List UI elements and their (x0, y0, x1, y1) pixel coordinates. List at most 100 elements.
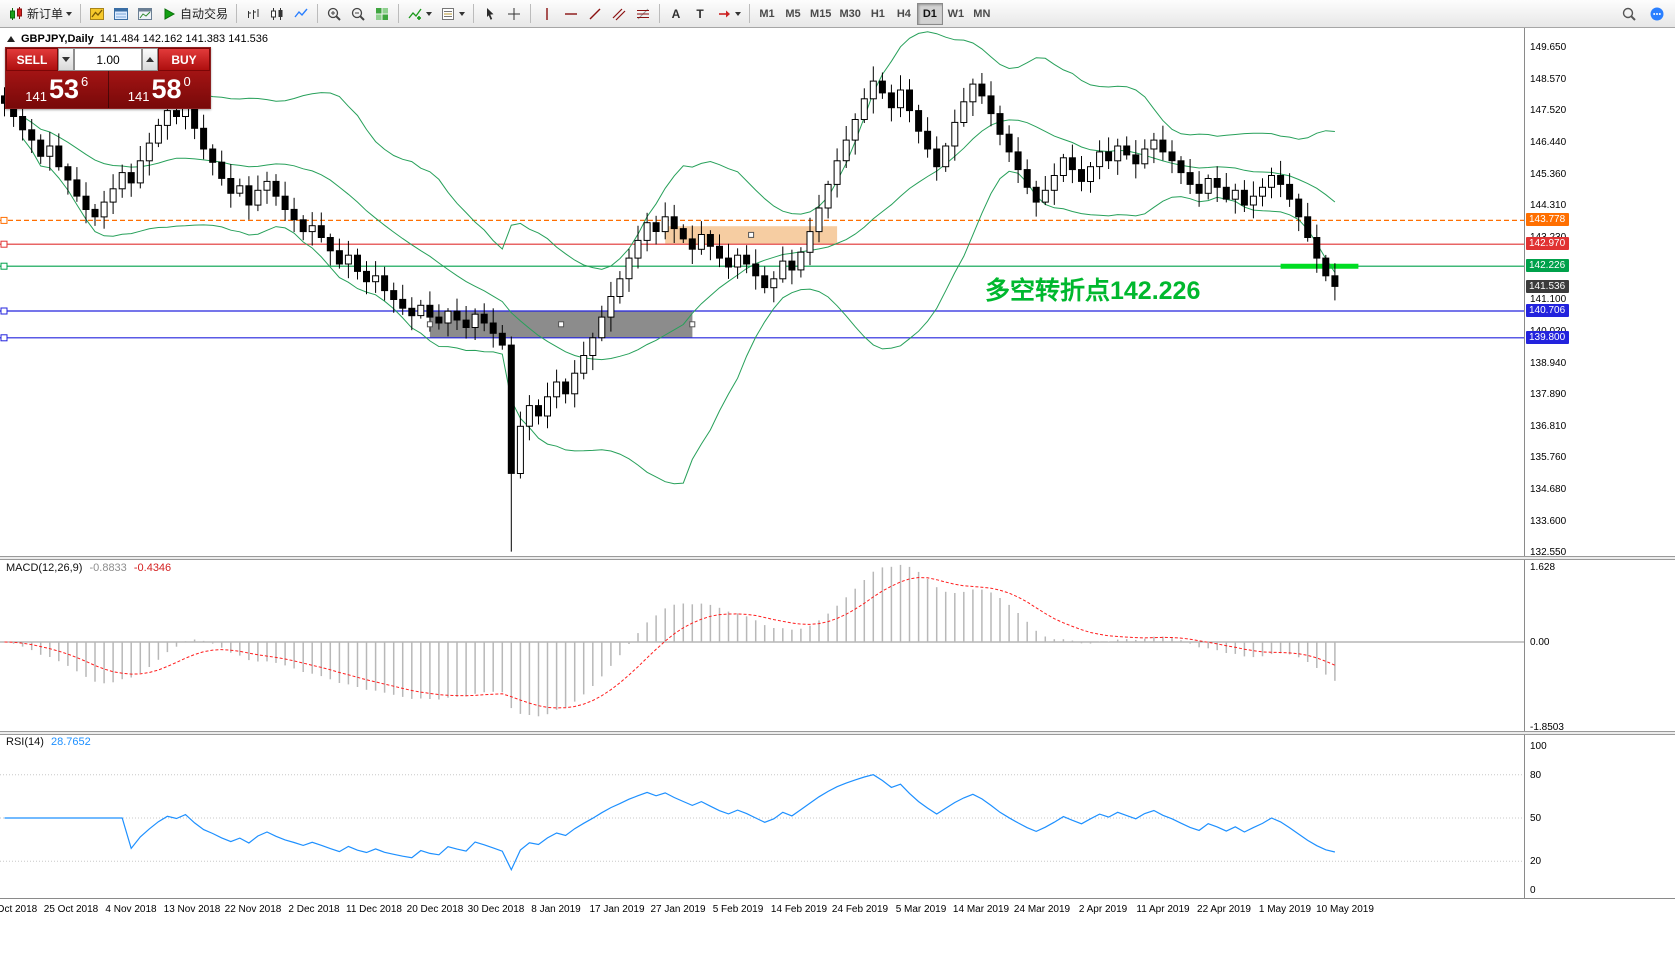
rsi-splitter[interactable] (0, 731, 1675, 735)
timeframe-w1-button[interactable]: W1 (943, 3, 969, 25)
svg-text:T: T (696, 7, 704, 21)
templates-button[interactable] (436, 3, 469, 25)
volume-increase-button[interactable] (142, 48, 158, 71)
macd-splitter[interactable] (0, 556, 1675, 560)
chart-symbol-info: GBPJPY,Daily 141.484 142.162 141.383 141… (7, 33, 268, 45)
rsi-scale-tick: 0 (1530, 885, 1536, 896)
buy-price[interactable]: 141 58 0 (109, 71, 211, 108)
date-label: 5 Mar 2019 (895, 904, 947, 915)
text-button[interactable]: A (664, 3, 688, 25)
minus-step-icon (62, 57, 70, 62)
price-scale[interactable]: 149.650 148.570 147.520 146.440 145.360 144.3… (1524, 28, 1675, 898)
object-handles[interactable] (0, 216, 755, 342)
date-label: 2 Apr 2019 (1078, 904, 1128, 915)
timeframe-mn-button[interactable]: MN (969, 3, 995, 25)
vertical-line-button[interactable] (535, 3, 559, 25)
crosshair-icon (508, 7, 521, 20)
date-label: 2 Dec 2018 (288, 904, 340, 915)
macd-value-main: -0.8833 (89, 562, 127, 574)
date-label: 20 Dec 2018 (406, 904, 464, 915)
toolbar-separator (473, 4, 475, 23)
timeframe-m15-button[interactable]: M15 (806, 3, 835, 25)
candle-pair-icon (10, 6, 22, 20)
vline-icon (546, 7, 548, 20)
panel-toggle-icon[interactable] (7, 36, 15, 42)
channel-icon (612, 8, 626, 20)
volume-decrease-button[interactable] (58, 48, 74, 71)
timeframe-m5-button[interactable]: M5 (780, 3, 806, 25)
zoom-in-button[interactable] (322, 3, 346, 25)
buy-button[interactable]: BUY (158, 48, 210, 71)
timeframe-m30-button[interactable]: M30 (835, 3, 864, 25)
sell-price[interactable]: 141 53 6 (6, 71, 108, 108)
data-window-button[interactable] (109, 3, 133, 25)
terminal-icon (138, 7, 153, 20)
text-label-button[interactable]: T (688, 3, 712, 25)
date-label: 14 Feb 2019 (770, 904, 828, 915)
zoom-out-button[interactable] (346, 3, 370, 25)
tile-icon (376, 7, 389, 20)
date-label: 22 Nov 2018 (224, 904, 282, 915)
price-tick: 141.100 (1530, 294, 1567, 305)
price-tick: 149.650 (1530, 42, 1567, 53)
text-icon: T (696, 7, 704, 21)
trendline-button[interactable] (583, 3, 607, 25)
buy-price-big: 58 (151, 74, 182, 104)
date-label: 4 Nov 2018 (105, 904, 157, 915)
volume-input[interactable] (74, 48, 142, 71)
level-price-flag: 142.970 (1526, 237, 1570, 250)
toolbar-separator (236, 4, 238, 23)
autotrade-button[interactable]: 自动交易 (157, 3, 232, 25)
rsi-scale-tick: 20 (1530, 856, 1542, 867)
market-watch-button[interactable] (85, 3, 109, 25)
buy-price-pip: 0 (183, 74, 191, 89)
price-tick: 145.360 (1530, 169, 1567, 180)
price-tick: 148.570 (1530, 74, 1567, 85)
arrows-button[interactable] (712, 3, 745, 25)
time-axis[interactable]: 16 Oct 2018 25 Oct 2018 4 Nov 2018 13 Nov 2… (0, 898, 1675, 922)
timeframe-d1-button[interactable]: D1 (916, 2, 943, 25)
level-price-flag: 140.706 (1526, 304, 1570, 317)
sell-price-whole: 141 (25, 89, 47, 104)
date-label: 14 Mar 2019 (952, 904, 1010, 915)
symbol-label: GBPJPY,Daily (21, 33, 94, 45)
date-label: 11 Apr 2019 (1136, 904, 1190, 915)
level-lines-layer[interactable] (0, 219, 1524, 339)
sell-price-pip: 6 (81, 74, 89, 89)
macd-name: MACD(12,26,9) (6, 562, 83, 574)
bar-chart-button[interactable] (241, 3, 265, 25)
date-label: 8 Jan 2019 (531, 904, 581, 915)
cursor-button[interactable] (478, 3, 502, 25)
sell-button[interactable]: SELL (6, 48, 58, 71)
rsi-scale-tick: 50 (1530, 813, 1542, 824)
chat-button[interactable] (1645, 3, 1669, 25)
chart-annotation: 多空转折点142.226 (985, 277, 1201, 305)
bars-icon (248, 8, 259, 19)
indicators-button[interactable] (403, 3, 436, 25)
new-order-button[interactable]: 新订单 (4, 3, 76, 25)
timeframe-h4-button[interactable]: H4 (891, 3, 917, 25)
timeframe-h1-button[interactable]: H1 (865, 3, 891, 25)
crosshair-button[interactable] (502, 3, 526, 25)
date-label: 24 Mar 2019 (1013, 904, 1071, 915)
date-label: 1 May 2019 (1258, 904, 1312, 915)
timeframe-m1-button[interactable]: M1 (754, 3, 780, 25)
tile-windows-button[interactable] (370, 3, 394, 25)
price-divider (107, 71, 109, 108)
svg-text:A: A (672, 7, 681, 21)
price-tick: 146.440 (1530, 137, 1567, 148)
zoom-in-icon (327, 7, 341, 21)
date-label: 27 Jan 2019 (650, 904, 706, 915)
line-chart-button[interactable] (289, 3, 313, 25)
search-button[interactable] (1617, 3, 1641, 25)
fibonacci-retracement-button[interactable] (631, 3, 655, 25)
terminal-button[interactable] (133, 3, 157, 25)
horizontal-line-button[interactable] (559, 3, 583, 25)
chart-canvas[interactable] (0, 28, 1524, 898)
equidistant-channel-button[interactable] (607, 3, 631, 25)
candlestick-chart-button[interactable] (265, 3, 289, 25)
toolbar-separator (398, 4, 400, 23)
buy-price-whole: 141 (127, 89, 150, 104)
macd-scale-tick: 1.628 (1530, 562, 1556, 573)
